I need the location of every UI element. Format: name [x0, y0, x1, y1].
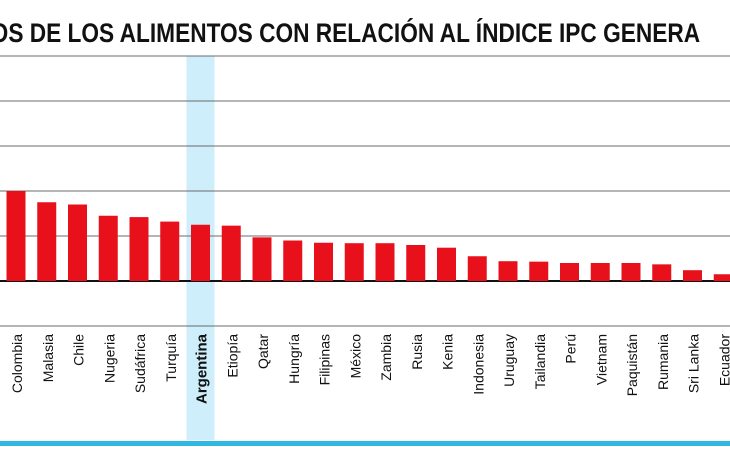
bar — [683, 270, 702, 281]
bar — [252, 237, 272, 281]
category-label: México — [347, 334, 363, 379]
category-label: Sri Lanka — [686, 334, 702, 393]
category-label: Kenia — [440, 334, 456, 370]
bar — [590, 263, 610, 281]
chart-title: CIOS DE LOS ALIMENTOS CON RELACIÓN AL ÍN… — [0, 18, 701, 48]
category-label: Sudáfrica — [132, 334, 148, 393]
category-label: Indonesia — [470, 334, 486, 395]
category-label: Chile — [71, 334, 87, 366]
bar — [191, 224, 210, 281]
category-label: Qatar — [255, 334, 271, 369]
bar — [560, 263, 579, 281]
category-label: Rusia — [409, 334, 425, 370]
bar — [467, 256, 487, 281]
bottom-rule — [0, 441, 730, 446]
category-label: Tailandia — [532, 334, 548, 389]
grid-layer — [0, 55, 730, 327]
bar — [68, 204, 87, 281]
bar — [713, 274, 730, 281]
bar — [283, 240, 303, 281]
category-label: Hungría — [286, 334, 302, 384]
category-label: Rumania — [655, 334, 671, 390]
category-label: Perú — [563, 334, 579, 364]
category-label: Zambia — [378, 334, 394, 381]
category-label: Ecuador — [716, 334, 730, 386]
category-label: Vietnam — [593, 334, 609, 385]
bar — [375, 243, 395, 281]
category-label: Etiopía — [224, 334, 240, 378]
category-labels-layer: Colombia Malasia Chile Nugeria Sudáfrica Turq… — [9, 333, 730, 404]
bar — [160, 221, 180, 281]
bar — [621, 263, 641, 281]
bars-layer — [6, 191, 730, 281]
category-label: Argentina — [194, 333, 211, 404]
bar — [652, 264, 672, 281]
bar — [344, 243, 364, 281]
bar — [6, 191, 26, 281]
bar — [498, 261, 518, 281]
bar — [129, 217, 149, 281]
bar — [98, 215, 118, 281]
bar — [314, 242, 333, 281]
bar — [221, 225, 241, 281]
bar — [437, 247, 456, 281]
category-label: Turquía — [163, 334, 179, 382]
category-label: Paquistán — [624, 334, 640, 396]
bar — [37, 202, 57, 281]
category-label: Colombia — [9, 334, 25, 393]
bar — [406, 245, 426, 281]
category-label: Uruguay — [501, 334, 517, 387]
bar — [529, 261, 549, 281]
category-label: Filipinas — [317, 334, 333, 385]
category-label: Nugeria — [101, 334, 117, 383]
category-label: Malasia — [40, 334, 56, 382]
